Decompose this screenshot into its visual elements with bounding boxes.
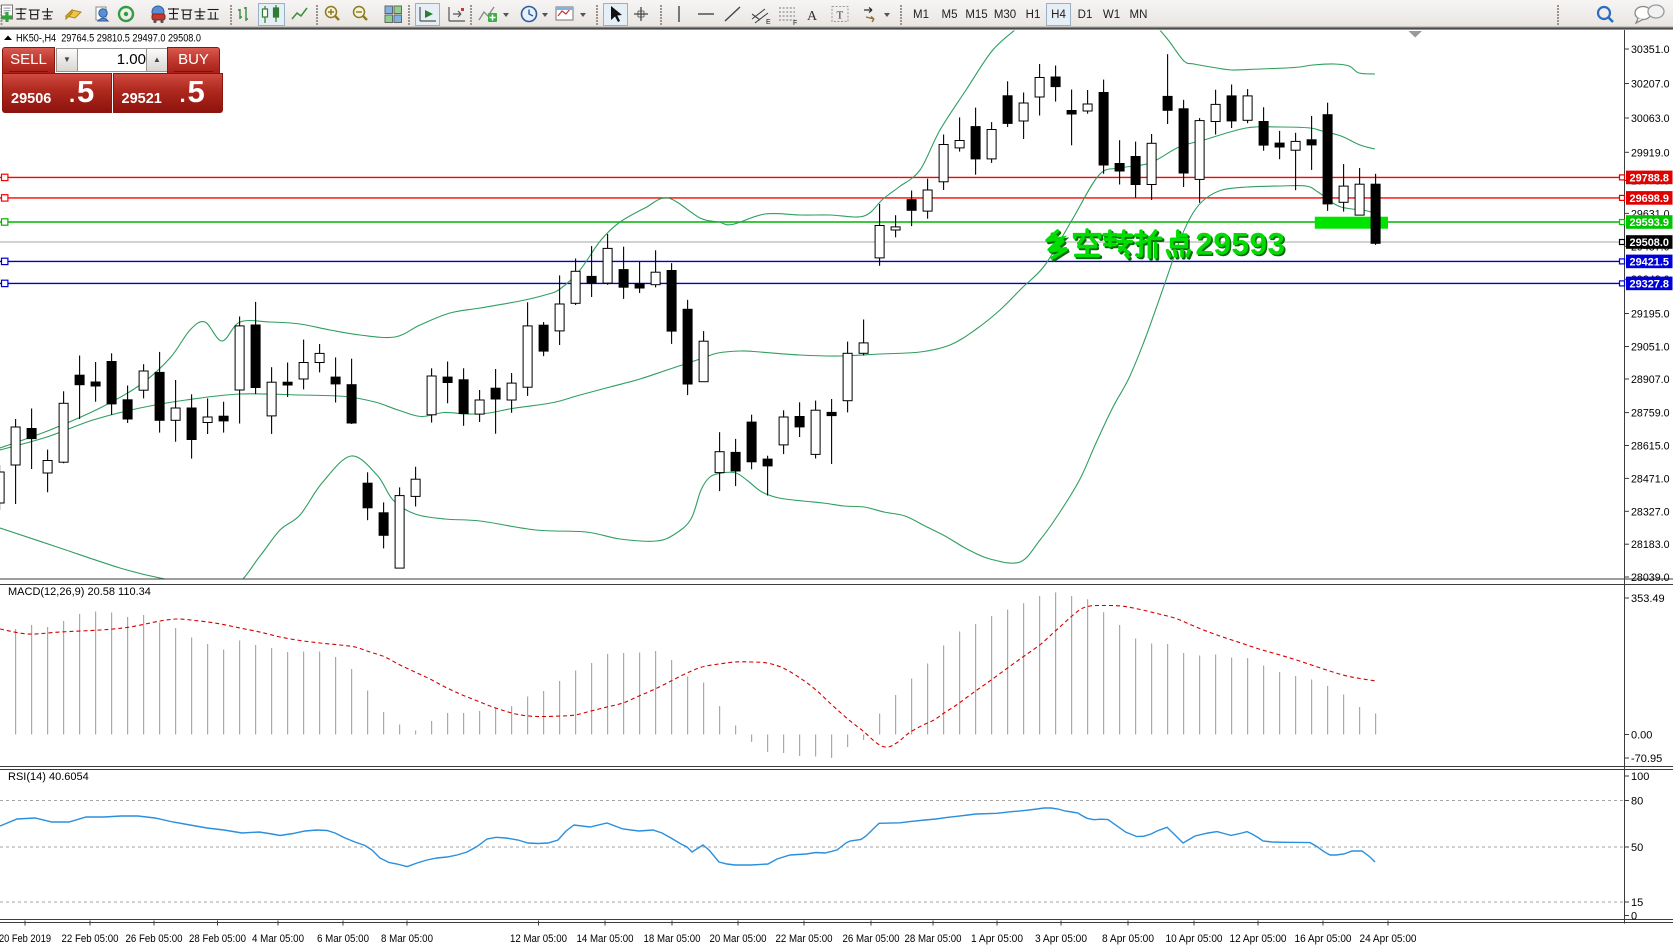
- svg-text:H4: H4: [1051, 9, 1066, 21]
- svg-text:29195.0: 29195.0: [1631, 309, 1670, 321]
- svg-text:MN: MN: [1130, 9, 1148, 21]
- svg-text:10 Apr 05:00: 10 Apr 05:00: [1166, 933, 1223, 945]
- svg-text:28907.0: 28907.0: [1631, 374, 1670, 386]
- svg-text:29508.0: 29508.0: [1630, 237, 1670, 249]
- svg-text:28759.0: 28759.0: [1631, 408, 1670, 420]
- svg-text:26 Feb 05:00: 26 Feb 05:00: [126, 933, 183, 945]
- svg-text:28 Feb 05:00: 28 Feb 05:00: [189, 933, 246, 945]
- svg-text:353.49: 353.49: [1631, 593, 1665, 605]
- svg-text:28615.0: 28615.0: [1631, 441, 1670, 453]
- svg-text:14 Mar 05:00: 14 Mar 05:00: [577, 933, 634, 945]
- svg-text:50: 50: [1631, 842, 1643, 854]
- svg-text:22 Feb 05:00: 22 Feb 05:00: [62, 933, 119, 945]
- svg-text:F: F: [793, 20, 797, 27]
- svg-text:12 Apr 05:00: 12 Apr 05:00: [1230, 933, 1287, 945]
- svg-text:W1: W1: [1103, 9, 1120, 21]
- svg-text:28183.0: 28183.0: [1631, 539, 1670, 551]
- svg-text:4 Mar 05:00: 4 Mar 05:00: [252, 933, 304, 945]
- svg-text:16 Apr 05:00: 16 Apr 05:00: [1295, 933, 1352, 945]
- svg-text:29051.0: 29051.0: [1631, 342, 1670, 354]
- svg-text:28039.0: 28039.0: [1631, 572, 1670, 584]
- svg-text:15: 15: [1631, 897, 1643, 909]
- svg-text:M5: M5: [942, 9, 958, 21]
- svg-text:29593: 29593: [1197, 227, 1287, 263]
- svg-text:28327.0: 28327.0: [1631, 506, 1670, 518]
- svg-text:MACD(12,26,9) 20.58 110.34: MACD(12,26,9) 20.58 110.34: [8, 586, 151, 598]
- svg-text:8 Mar 05:00: 8 Mar 05:00: [381, 933, 433, 945]
- svg-text:E: E: [766, 19, 771, 26]
- svg-text:29698.9: 29698.9: [1630, 193, 1670, 205]
- svg-text:6 Mar 05:00: 6 Mar 05:00: [317, 933, 369, 945]
- svg-text:29788.8: 29788.8: [1630, 173, 1670, 185]
- svg-text:20 Feb 2019: 20 Feb 2019: [0, 933, 51, 945]
- svg-text:28471.0: 28471.0: [1631, 473, 1670, 485]
- svg-text:M1: M1: [913, 9, 929, 21]
- svg-text:24 Apr 05:00: 24 Apr 05:00: [1360, 933, 1417, 945]
- svg-text:8 Apr 05:00: 8 Apr 05:00: [1102, 933, 1154, 945]
- svg-text:22 Mar 05:00: 22 Mar 05:00: [776, 933, 833, 945]
- svg-text:30351.0: 30351.0: [1631, 44, 1670, 56]
- svg-text:M15: M15: [965, 9, 987, 21]
- svg-text:1 Apr 05:00: 1 Apr 05:00: [971, 933, 1023, 945]
- svg-text:-70.95: -70.95: [1631, 753, 1662, 765]
- svg-text:18 Mar 05:00: 18 Mar 05:00: [644, 933, 701, 945]
- svg-text:29593.9: 29593.9: [1630, 217, 1670, 229]
- svg-text:29593: 29593: [1195, 225, 1285, 261]
- svg-text:D1: D1: [1078, 9, 1093, 21]
- svg-text:0: 0: [1631, 911, 1637, 923]
- svg-text:26 Mar 05:00: 26 Mar 05:00: [843, 933, 900, 945]
- svg-text:M30: M30: [994, 9, 1016, 21]
- svg-text:0.00: 0.00: [1631, 730, 1652, 742]
- svg-text:12 Mar 05:00: 12 Mar 05:00: [510, 933, 567, 945]
- svg-text:28 Mar 05:00: 28 Mar 05:00: [905, 933, 962, 945]
- svg-text:29327.8: 29327.8: [1630, 279, 1670, 291]
- svg-text:80: 80: [1631, 796, 1643, 808]
- svg-text:100: 100: [1631, 771, 1649, 783]
- svg-text:29421.5: 29421.5: [1630, 257, 1670, 269]
- svg-text:29919.0: 29919.0: [1631, 147, 1670, 159]
- svg-text:H1: H1: [1026, 9, 1041, 21]
- svg-text:3 Apr 05:00: 3 Apr 05:00: [1035, 933, 1087, 945]
- svg-text:RSI(14) 40.6054: RSI(14) 40.6054: [8, 771, 89, 783]
- svg-text:30207.0: 30207.0: [1631, 79, 1670, 91]
- svg-text:30063.0: 30063.0: [1631, 113, 1670, 125]
- svg-text:A: A: [807, 9, 818, 24]
- svg-text:T: T: [837, 10, 844, 22]
- svg-text:20 Mar 05:00: 20 Mar 05:00: [710, 933, 767, 945]
- svg-text:HK50-,H4 29764.5 29810.5 2949: HK50-,H4 29764.5 29810.5 29497.0 29508.0: [16, 33, 201, 45]
